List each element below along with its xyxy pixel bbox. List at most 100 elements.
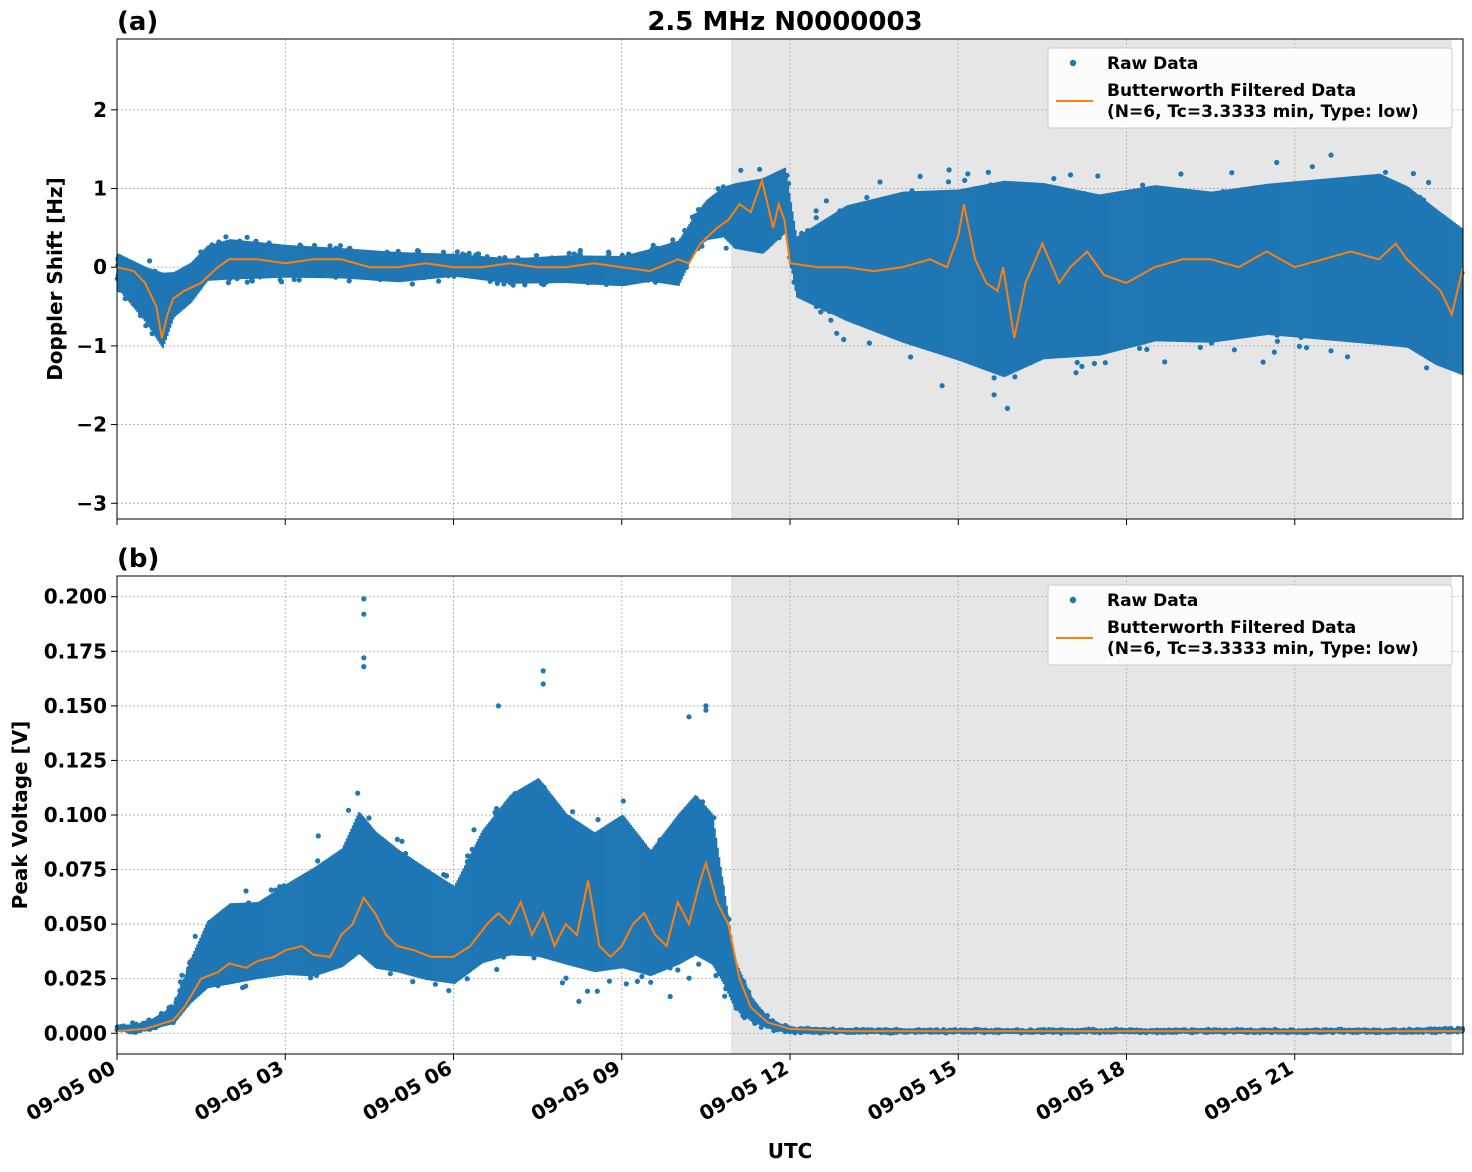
raw-data-point [1328,152,1334,158]
raw-data-point [570,809,576,815]
raw-data-point [1079,363,1085,369]
raw-data-point [1140,182,1146,188]
raw-data-point [454,249,460,255]
raw-data-point [249,278,255,284]
raw-data-point [366,815,372,821]
raw-data-point [757,166,763,172]
raw-data-point [1102,360,1108,366]
raw-data-point [1067,172,1074,178]
raw-data-point [818,309,824,315]
raw-data-point [223,234,229,240]
y-tick-label: −3 [76,491,107,515]
raw-data-point [1309,164,1315,170]
y-tick-label: 1 [93,177,107,201]
raw-data-point [409,281,415,287]
raw-data-point [738,167,744,173]
raw-data-point [410,979,416,985]
raw-data-point [291,276,297,283]
raw-data-point [577,247,584,254]
raw-data-point [1260,359,1266,365]
raw-data-point [866,340,873,346]
raw-data-point [1271,349,1277,355]
raw-data-point [939,383,945,389]
raw-data-point [466,250,472,256]
raw-data-point [634,978,641,985]
raw-data-point [1136,345,1143,351]
x-ticks-a [116,519,1296,525]
raw-data-point [962,177,968,183]
raw-data-point [474,251,480,257]
raw-data-point [179,972,185,978]
raw-data-point [1004,405,1011,411]
raw-data-point [571,251,577,257]
raw-data-point [1178,171,1184,177]
raw-data-point [1073,370,1079,376]
raw-data-point [1012,374,1018,380]
raw-data-point [244,234,250,240]
raw-data-point [1426,179,1432,186]
raw-data-point [346,278,352,284]
y-tick-label: 0 [93,255,107,279]
raw-data-point [1274,159,1280,166]
raw-data-point [813,215,819,221]
raw-data-point [823,198,830,204]
y-tick-label: −2 [76,413,107,437]
raw-data-point [541,282,547,288]
raw-data-point [415,248,422,254]
y-ticks-a: 2 1 0 −1 −2 −3 [76,98,117,515]
raw-data-point [945,179,952,185]
raw-data-point [1296,343,1302,349]
raw-data-point [1074,359,1080,366]
raw-data-point [841,336,847,343]
legend-a: Raw Data Butterworth Filtered Data (N=6,… [1047,47,1453,129]
y-tick-label: −1 [76,334,107,358]
raw-data-point [877,179,883,185]
raw-data-point [1424,365,1430,371]
raw-data-point [991,375,997,381]
doppler-shift-panel: (a) 2 1 0 −1 −2 −3 Doppler Shift [Hz] Raw Dat… [43,7,1465,525]
raw-data-point [493,806,500,812]
raw-data-point [813,208,819,214]
raw-data-points-a [114,152,1465,411]
raw-data-point [510,282,516,288]
raw-data-point [1051,176,1057,182]
raw-data-point [1095,173,1101,179]
raw-data-point [715,186,721,192]
raw-data-point [327,243,333,249]
raw-data-point [670,237,676,243]
figure-title: 2.5 MHz N0000003 [647,7,922,37]
raw-data-point [1144,346,1150,352]
raw-data-point [278,279,285,285]
raw-data-point [917,173,923,179]
legend-raw-label-a: Raw Data [1107,54,1198,74]
raw-data-point [864,194,870,201]
panel-label-a: (a) [117,7,158,37]
raw-data-point [147,258,153,264]
raw-data-point [296,277,302,283]
raw-data-point [1091,360,1097,367]
raw-data-point [1231,347,1237,353]
raw-data-point [991,392,997,398]
raw-data-point [723,245,729,251]
raw-data-point [595,817,601,823]
raw-data-point [1344,354,1351,360]
raw-data-point [908,354,914,360]
raw-data-point [696,961,702,967]
raw-data-point [566,250,572,256]
raw-data-point [440,249,447,255]
peak-voltage-panel: (b) 0.2000.1750.1500.1250.1000.0750.0500… [8,544,1466,1126]
raw-data-point [244,279,250,285]
raw-data-point [946,167,952,173]
raw-data-point [315,858,321,864]
y-tick-label: 2 [93,98,107,122]
raw-data-point [1328,348,1334,354]
raw-data-point [225,280,231,286]
raw-data-point [965,171,971,177]
raw-data-point [1162,359,1168,365]
y-axis-label-a: Doppler Shift [Hz] [43,177,67,381]
raw-data-point [315,833,321,839]
raw-data-point [1410,171,1416,177]
raw-data-point [834,330,840,336]
raw-data-point [1274,338,1280,344]
